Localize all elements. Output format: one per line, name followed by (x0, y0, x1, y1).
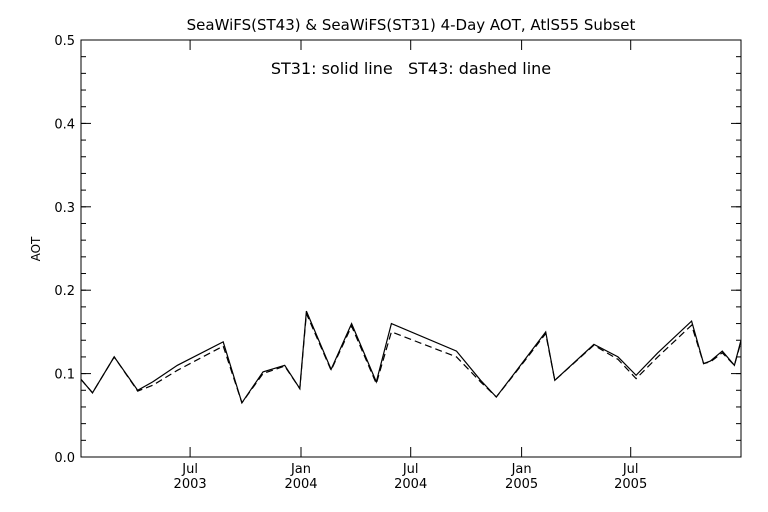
y-axis-label: AOT (29, 236, 43, 261)
series-line-st43 (80, 313, 742, 405)
y-tick-label: 0.3 (54, 201, 75, 216)
x-tick-label-month: Jul (181, 462, 198, 477)
x-tick-label-month: Jan (511, 462, 532, 477)
y-tick-label: 0.1 (54, 368, 75, 383)
plot-frame (80, 39, 742, 458)
x-tick-label-year: 2005 (614, 477, 647, 492)
x-tick-label-year: 2004 (284, 477, 317, 492)
series-line-st31 (80, 310, 742, 405)
x-tick-label-month: Jul (402, 462, 419, 477)
line-style-annotation: ST31: solid line ST43: dashed line (271, 59, 551, 78)
x-tick-label-month: Jan (290, 462, 311, 477)
x-tick-label-year: 2004 (394, 477, 427, 492)
y-tick-label: 0.0 (54, 451, 75, 466)
y-tick-label: 0.2 (54, 284, 75, 299)
x-tick-label-month: Jul (622, 462, 639, 477)
x-tick-label-year: 2003 (174, 477, 207, 492)
chart-title: SeaWiFS(ST43) & SeaWiFS(ST31) 4-Day AOT,… (187, 16, 636, 34)
y-tick-label: 0.5 (54, 34, 75, 49)
series-layer (80, 310, 742, 405)
y-tick-label: 0.4 (54, 117, 75, 132)
axes-layer: 0.00.10.20.30.40.5Jul2003Jan2004Jul2004J… (54, 34, 742, 492)
x-tick-label-year: 2005 (505, 477, 538, 492)
